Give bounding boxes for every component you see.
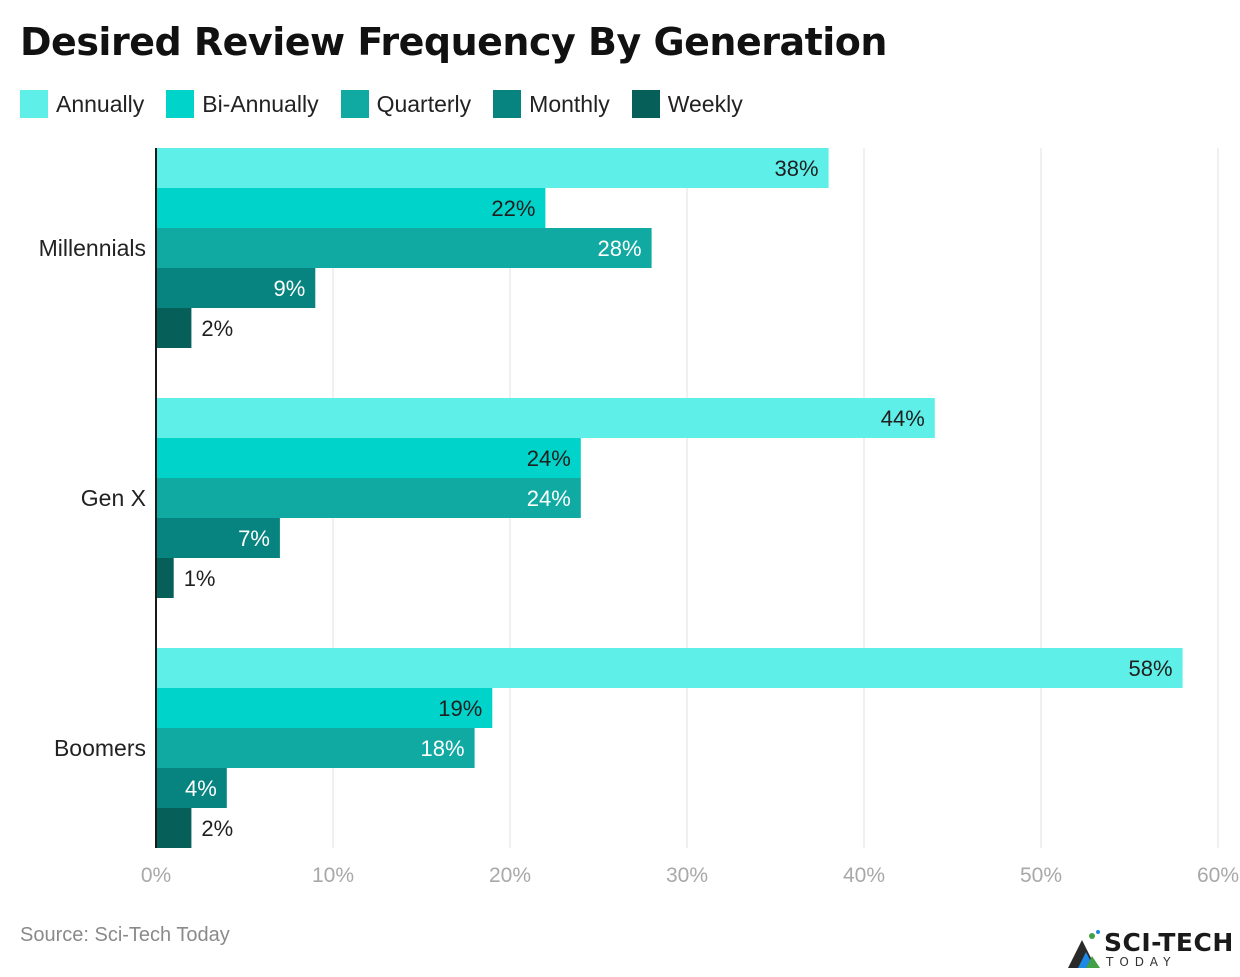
legend-label-monthly: Monthly — [529, 90, 610, 117]
bar-gen-x-weekly — [156, 558, 174, 598]
legend-label-weekly: Weekly — [667, 90, 743, 117]
bar-gen-x-quarterly — [156, 478, 581, 518]
bar-boomers-monthly — [156, 768, 227, 808]
data-label-millennials-annually: 38% — [775, 156, 819, 181]
data-label-gen-x-annually: 44% — [881, 406, 925, 431]
x-tick-label-20: 20% — [489, 864, 531, 887]
legend-label-annually: Annually — [56, 90, 145, 117]
x-tick-label-0: 0% — [141, 864, 171, 887]
data-label-gen-x-weekly: 1% — [184, 566, 216, 591]
data-label-boomers-annually: 58% — [1129, 656, 1173, 681]
legend: Annually Bi-Annually Quarterly Monthly Weekl… — [20, 90, 765, 118]
logo-subtitle: TODAY — [1106, 955, 1177, 969]
bar-gen-x-annually — [156, 398, 935, 438]
bar-boomers-weekly — [156, 808, 192, 848]
bar-gen-x-bi-annually — [156, 438, 581, 478]
legend-swatch-quarterly — [340, 90, 369, 118]
bar-boomers-annually — [156, 648, 1183, 688]
legend-swatch-weekly — [631, 90, 660, 118]
x-tick-label-10: 10% — [312, 864, 354, 887]
source-note: Source: Sci-Tech Today — [20, 924, 230, 946]
bar-boomers-bi-annually — [156, 688, 493, 728]
bar-chart: Millennials 38% 22% 28% 9% 2% Gen X 44% 24% 24% 7%… — [39, 148, 1239, 887]
data-label-boomers-bi-annually: 19% — [438, 696, 482, 721]
legend-item-monthly: Monthly — [493, 90, 610, 118]
bar-millennials-annually — [156, 148, 829, 188]
data-label-gen-x-quarterly: 24% — [527, 486, 571, 511]
data-label-boomers-weekly: 2% — [201, 816, 233, 841]
bar-boomers-quarterly — [156, 728, 475, 768]
legend-swatch-bi-annually — [166, 90, 195, 118]
category-label-boomers: Boomers — [54, 735, 146, 761]
legend-item-weekly: Weekly — [631, 90, 743, 118]
data-label-millennials-bi-annually: 22% — [491, 196, 535, 221]
bar-millennials-monthly — [156, 268, 316, 308]
legend-swatch-monthly — [493, 90, 522, 118]
data-label-boomers-monthly: 4% — [185, 776, 217, 801]
x-tick-label-50: 50% — [1020, 864, 1062, 887]
category-label-gen-x: Gen X — [81, 485, 146, 511]
x-tick-label-30: 30% — [666, 864, 708, 887]
x-tick-label-60: 60% — [1197, 864, 1239, 887]
data-label-gen-x-monthly: 7% — [238, 526, 270, 551]
data-label-millennials-quarterly: 28% — [598, 236, 642, 261]
legend-swatch-annually — [20, 90, 48, 118]
bar-millennials-weekly — [156, 308, 192, 348]
data-label-boomers-quarterly: 18% — [421, 736, 465, 761]
legend-item-quarterly: Quarterly — [340, 90, 472, 118]
category-label-millennials: Millennials — [39, 235, 146, 261]
logo-wordmark: SCI-TECH — [1104, 928, 1234, 957]
data-label-millennials-weekly: 2% — [201, 316, 233, 341]
legend-item-annually: Annually — [20, 90, 144, 118]
legend-item-bi-annually: Bi-Annually — [166, 90, 319, 118]
bar-millennials-quarterly — [156, 228, 652, 268]
data-label-millennials-monthly: 9% — [274, 276, 306, 301]
logo-mark-icon — [1068, 930, 1100, 968]
legend-label-quarterly: Quarterly — [376, 90, 472, 117]
bar-millennials-bi-annually — [156, 188, 546, 228]
x-tick-label-40: 40% — [843, 864, 885, 887]
legend-label-bi-annually: Bi-Annually — [202, 90, 319, 117]
sci-tech-logo: SCI-TECH TODAY — [1064, 926, 1240, 972]
data-label-gen-x-bi-annually: 24% — [527, 446, 571, 471]
bar-gen-x-monthly — [156, 518, 280, 558]
chart-title: Desired Review Frequency By Generation — [20, 20, 887, 64]
